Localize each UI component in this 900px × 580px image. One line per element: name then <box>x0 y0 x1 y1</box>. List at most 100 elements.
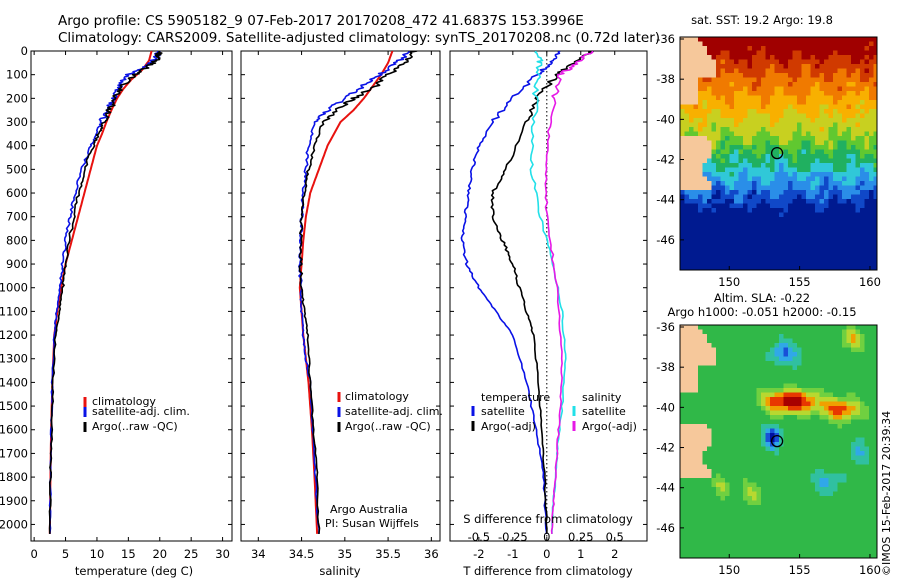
map-cell <box>711 473 717 479</box>
map-cell <box>828 518 834 524</box>
map-cell <box>684 464 690 470</box>
map-cell <box>792 536 798 542</box>
map-cell <box>725 113 730 119</box>
map-cell <box>756 523 762 528</box>
legend-temp-argo-label: Argo(-adj) <box>481 420 536 433</box>
map-cell <box>729 446 735 452</box>
map-cell <box>693 437 699 443</box>
map-cell <box>864 545 870 551</box>
map-cell <box>797 122 802 128</box>
map-cell <box>833 446 838 452</box>
map-cell <box>693 410 699 416</box>
map-cell <box>689 199 694 204</box>
map-cell <box>873 68 877 74</box>
map-cell <box>689 163 694 168</box>
map-cell <box>684 257 690 263</box>
map-cell <box>725 131 730 137</box>
map-cell <box>743 140 748 146</box>
map-cell <box>689 217 694 222</box>
map-cell <box>707 163 712 168</box>
map-cell <box>779 190 784 195</box>
map-cell <box>860 239 865 245</box>
map-cell <box>842 392 847 398</box>
map-cell <box>833 185 838 191</box>
map-cell <box>806 523 811 528</box>
map-cell <box>797 473 802 479</box>
map-x-tick-label: 150 <box>718 275 740 289</box>
map-cell <box>860 50 865 56</box>
map-cell <box>833 491 838 497</box>
map-cell <box>815 55 820 60</box>
map-cell <box>810 500 816 506</box>
map-cell <box>689 118 694 123</box>
map-cell <box>693 257 699 263</box>
map-cell <box>711 185 717 191</box>
map-cell <box>792 73 798 78</box>
map-cell <box>698 325 703 330</box>
map-cell <box>680 221 685 227</box>
map-cell <box>864 451 870 456</box>
map-cell <box>765 451 771 456</box>
map-cell <box>828 325 834 330</box>
map-cell <box>689 410 694 416</box>
map-cell <box>873 518 877 524</box>
map-cell <box>702 464 708 470</box>
map-cell <box>698 127 703 132</box>
map-cell <box>797 545 802 551</box>
map-cell <box>770 109 775 114</box>
map-cell <box>738 131 744 137</box>
map-cell <box>765 419 771 425</box>
map-cell <box>684 100 690 105</box>
map-cell <box>851 343 856 348</box>
map-cell <box>680 460 685 465</box>
map-cell <box>801 37 807 42</box>
map-cell <box>783 469 789 474</box>
map-cell <box>702 163 708 168</box>
map_sla-frame <box>679 324 878 559</box>
map-cell <box>801 487 807 492</box>
map-cell <box>801 176 807 182</box>
map-cell <box>846 379 852 384</box>
map-cell <box>684 487 690 492</box>
map-cell <box>734 527 739 533</box>
map-cell <box>860 221 865 227</box>
map-cell <box>770 343 775 348</box>
map-cell <box>689 388 694 393</box>
map-cell <box>846 455 852 461</box>
map-cell <box>774 460 780 465</box>
map-cell <box>824 487 829 492</box>
map-cell <box>824 469 829 474</box>
map-cell <box>873 239 877 245</box>
map-cell <box>698 469 703 474</box>
map-cell <box>770 541 775 546</box>
map-cell <box>842 104 847 110</box>
map-cell <box>851 527 856 533</box>
map-cell <box>779 545 784 551</box>
map-cell <box>797 505 802 510</box>
s-diff-tick-label: -0.5 <box>468 530 490 544</box>
map-cell <box>711 266 717 270</box>
map-cell <box>806 451 811 456</box>
map-cell <box>770 518 775 524</box>
map-cell <box>833 104 838 110</box>
map-cell <box>837 550 843 555</box>
map-cell <box>707 118 712 123</box>
map-cell <box>801 95 807 101</box>
map-cell <box>698 212 703 218</box>
map-cell <box>756 554 762 558</box>
map-cell <box>729 460 735 465</box>
map-cell <box>689 514 694 519</box>
map-cell <box>801 419 807 425</box>
map-cell <box>774 185 780 191</box>
map-cell <box>761 518 766 524</box>
map-cell <box>869 190 874 195</box>
map-cell <box>860 131 865 137</box>
map-cell <box>792 181 798 186</box>
map-cell <box>860 235 865 240</box>
map-cell <box>702 136 708 141</box>
map-cell <box>698 208 703 213</box>
map-cell <box>680 118 685 123</box>
map-cell <box>842 100 847 105</box>
y-tick-label: 2000 <box>0 517 28 531</box>
map-cell <box>680 532 685 537</box>
